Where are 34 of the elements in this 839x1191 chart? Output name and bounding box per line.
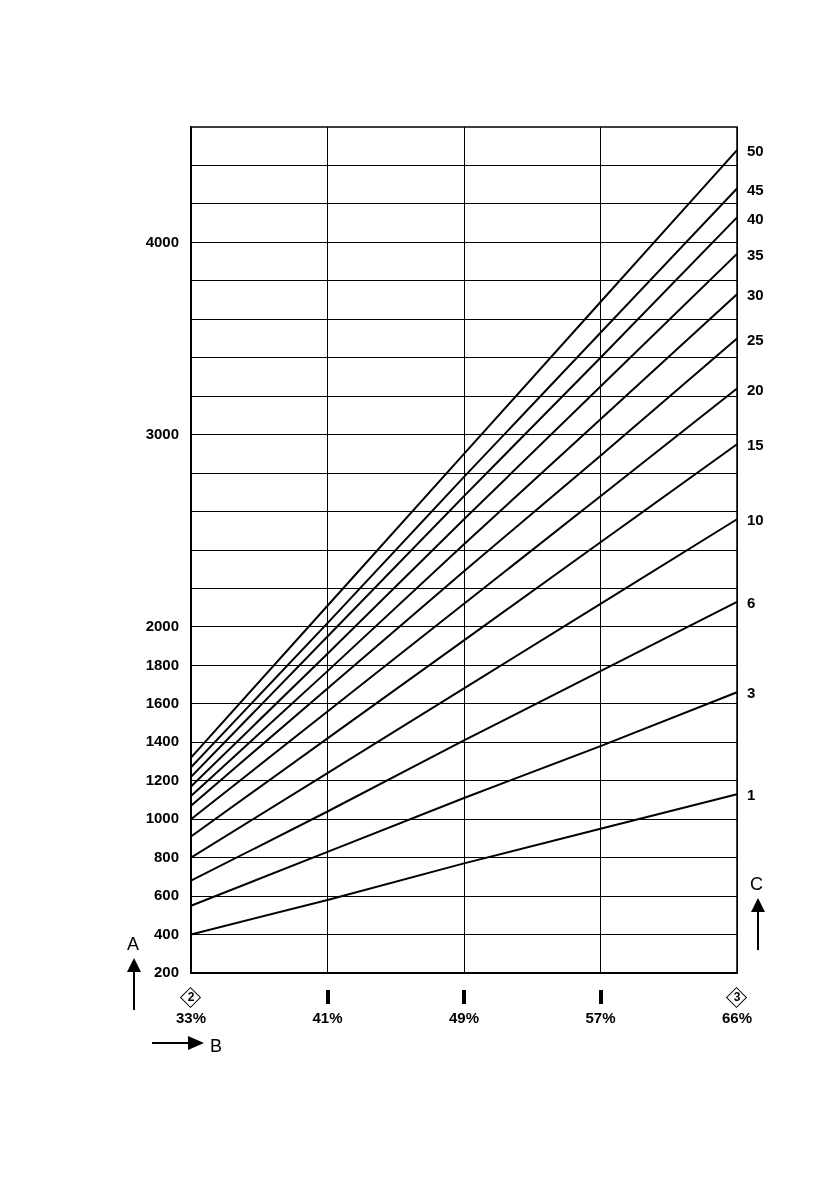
y-axis-title: A [127, 934, 140, 954]
series-label: 30 [747, 286, 764, 304]
series-label: 50 [747, 142, 764, 160]
series-label: 10 [747, 511, 764, 529]
x-tick-label: 41% [312, 1009, 343, 1027]
series-label: 45 [747, 180, 764, 198]
x-tick-label: 66% [721, 1009, 753, 1027]
x-tick-label: 57% [585, 1009, 616, 1027]
series-label: 40 [747, 209, 764, 227]
legend-title: C [750, 874, 763, 894]
series-label: 3 [747, 684, 756, 702]
x-axis-title: B [210, 1036, 223, 1056]
y-tick-label: 3000 [145, 424, 179, 442]
series-label: 25 [747, 330, 764, 348]
y-tick-label: 1000 [145, 809, 179, 827]
y-tick-label: 1800 [145, 655, 179, 673]
series-label: 35 [747, 246, 764, 264]
series-label: 20 [747, 380, 764, 398]
y-tick-label: 4000 [145, 232, 179, 250]
x-tick-label: 33% [175, 1009, 207, 1027]
y-tick-label: 800 [153, 847, 179, 865]
series-label: 6 [747, 594, 756, 612]
y-tick-label: 1200 [145, 770, 179, 788]
y-tick-label: 2000 [145, 617, 179, 635]
series-label: 15 [747, 436, 764, 454]
x-tick-label: 49% [448, 1009, 480, 1027]
y-tick-label: 200 [153, 963, 179, 981]
y-tick-label: 1600 [145, 693, 179, 711]
text: 3 [732, 990, 742, 1004]
y-tick-label: 1400 [145, 732, 179, 750]
text: 2 [186, 990, 196, 1004]
y-tick-label: 600 [153, 886, 179, 904]
y-tick-label: 400 [153, 924, 179, 942]
series-label: 1 [747, 786, 756, 804]
